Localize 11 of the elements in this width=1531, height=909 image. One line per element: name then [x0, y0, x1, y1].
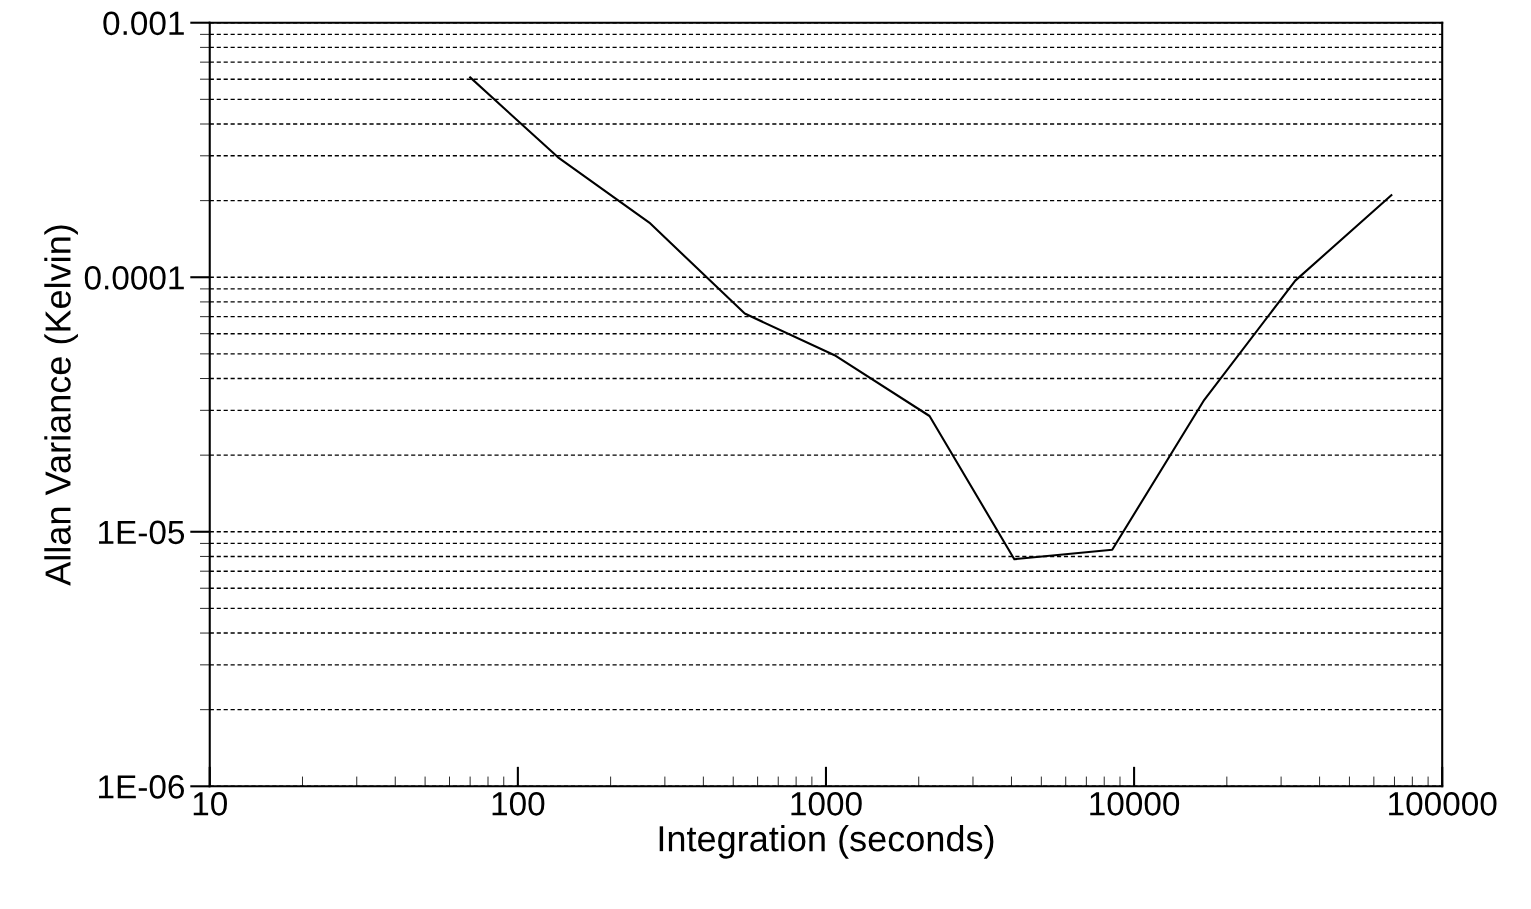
- y-axis-title: Allan Variance (Kelvin): [44, 225, 78, 586]
- x-tick-label: 100000: [1389, 792, 1497, 816]
- x-axis-title: Integration (seconds): [659, 825, 994, 859]
- y-tick-label: 1E-06: [99, 775, 184, 799]
- x-tick-label: 1000: [791, 792, 862, 816]
- x-tick-label: 10: [193, 792, 227, 816]
- y-tick-label: 0.0001: [84, 266, 184, 290]
- y-tick-label: 1E-05: [99, 520, 185, 545]
- x-tick-label: 100: [492, 792, 545, 816]
- y-tick-label: 0.001: [103, 11, 184, 36]
- x-tick-label: 10000: [1090, 792, 1180, 816]
